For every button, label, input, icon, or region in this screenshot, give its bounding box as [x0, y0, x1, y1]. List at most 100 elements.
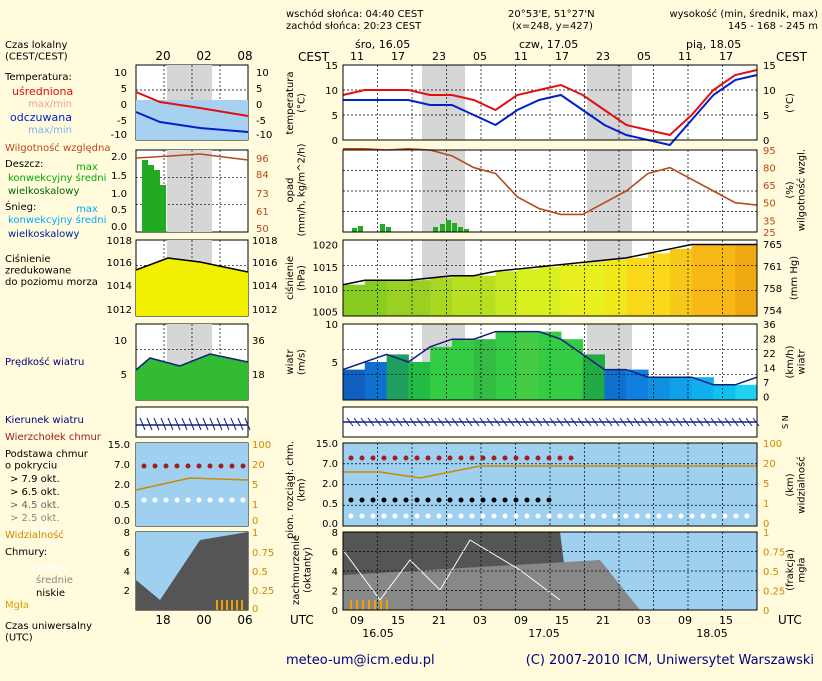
left-legend: Czas lokalny (CEST/CEST) Temperatura: uśred…	[4, 40, 110, 644]
fog-tick: 1	[763, 528, 769, 539]
clouds-label: Chmury:	[5, 547, 47, 558]
small-cloud-top	[240, 463, 246, 469]
local-tick: 02	[196, 49, 211, 63]
wind-arrow	[423, 417, 431, 427]
wind-arrow	[353, 417, 361, 427]
cloud-top-dot	[546, 455, 552, 461]
wind-arrow	[493, 417, 501, 427]
fog-bar	[362, 600, 364, 610]
wind-arrow	[437, 417, 445, 427]
cloud-base-dot	[359, 497, 365, 503]
small-dir-arrow	[237, 417, 244, 431]
cover-mid-area	[343, 560, 640, 610]
wind-arrow	[668, 417, 676, 427]
cloud-base-label: Podstawa chmur o pokryciu	[5, 449, 89, 472]
cloud-low-dot	[557, 513, 563, 519]
hour-top: 17	[391, 50, 405, 63]
temp-panel-frame	[342, 64, 758, 141]
wind-kmh-tick: 0	[763, 393, 769, 404]
cloud-low-dot	[656, 513, 662, 519]
wind-arrow	[633, 417, 641, 427]
small-temp-tick: 10	[114, 68, 127, 79]
small-fog-tick: 1	[252, 528, 258, 539]
small-prec-night	[167, 150, 212, 232]
wind-arrow	[402, 417, 410, 427]
snow-label: Śnieg:	[5, 200, 36, 213]
small-pres-tick: 1014	[107, 281, 132, 292]
wind-arrow	[563, 417, 571, 427]
wind-arrow	[612, 417, 620, 427]
small-dir-arrow	[230, 417, 237, 431]
cloud-low-dot	[667, 513, 673, 519]
wind-fill	[408, 362, 431, 400]
cloud-base-dot	[480, 497, 486, 503]
visibility-tick: 1	[763, 499, 769, 510]
wind-arrow	[738, 417, 746, 427]
small-dir-bg	[135, 406, 249, 438]
humidity-tick: 95	[763, 146, 776, 157]
cloud-top-dot	[458, 455, 464, 461]
utc-tick: 06	[237, 613, 252, 627]
wind-arrow	[640, 417, 648, 427]
small-pressure-line	[135, 257, 249, 273]
cover-tick: 4	[332, 567, 338, 578]
hour-bottom: 15	[555, 614, 569, 627]
y-title-pressure: ciśnienie(hPa)	[284, 256, 308, 300]
hour-bottom: 09	[514, 614, 528, 627]
yr-title-humidity: (%)wilgotność wzgl.	[785, 149, 808, 231]
precip-bar	[452, 223, 457, 232]
small-dir-arrow	[216, 417, 223, 431]
visibility-line	[343, 465, 757, 479]
small-wind-tick-r: 36	[252, 336, 265, 347]
wind-dir-label: Kierunek wiatru	[5, 415, 84, 426]
y-title-temp: temperatura(°C)	[285, 71, 308, 134]
small-rain-tick: 0.0	[111, 222, 127, 233]
wind-arrow	[542, 417, 550, 427]
cover-tick: 0	[332, 606, 338, 617]
y-title-cloud: pion. rozciągł. chm.(km)	[285, 441, 308, 539]
temp-felt-line	[343, 74, 758, 147]
wind-arrow	[465, 417, 473, 427]
cloud-top-dot	[370, 455, 376, 461]
hour-bottom: 03	[473, 614, 487, 627]
wind-arrow	[745, 417, 753, 427]
cloud-top-dot	[414, 455, 420, 461]
t-felt-label: odczuwana	[10, 111, 72, 124]
small-dir-arrow	[174, 417, 181, 431]
cloud-base-dot	[491, 497, 497, 503]
t-mean-label: uśredniona	[12, 85, 73, 98]
temperature-label: Temperatura:	[4, 72, 72, 83]
height-label: wysokość (min, średnik, max)	[669, 8, 818, 20]
wind-arrow	[367, 417, 375, 427]
small-cover-tick: 8	[124, 528, 130, 539]
pressure-fill	[408, 280, 431, 316]
small-dir-arrow	[139, 417, 146, 431]
small-cloud-base	[240, 497, 246, 503]
cloud-top-dot	[436, 455, 442, 461]
cloud-low-dot	[480, 513, 486, 519]
small-cover-low	[136, 532, 248, 610]
wind-arrow	[731, 417, 739, 427]
day-top: pią, 18.05	[686, 38, 741, 51]
cloud-top-dot	[469, 455, 475, 461]
small-temp-tick-r: -5	[256, 116, 266, 127]
sunrise-text: wschód słońca: 04:40 CEST	[286, 8, 424, 20]
small-fog-bar	[226, 600, 228, 610]
cloud-low-dot	[711, 513, 717, 519]
small-dir-arrow	[146, 417, 153, 431]
wind-kmh-tick: 28	[763, 335, 776, 346]
small-cover-tick: 4	[124, 567, 130, 578]
small-temp-tick-r: 5	[256, 84, 262, 95]
precip-bar	[464, 229, 469, 232]
wind-arrow	[500, 417, 508, 427]
precip-panel-frame	[342, 149, 758, 233]
cloud-top-dot	[447, 455, 453, 461]
wind-arrow	[654, 417, 662, 427]
cloud-top-dot	[403, 455, 409, 461]
wind-arrow	[409, 417, 417, 427]
wind-arrow	[507, 417, 515, 427]
wind-arrow	[388, 417, 396, 427]
day-top: czw, 17.05	[519, 38, 578, 51]
